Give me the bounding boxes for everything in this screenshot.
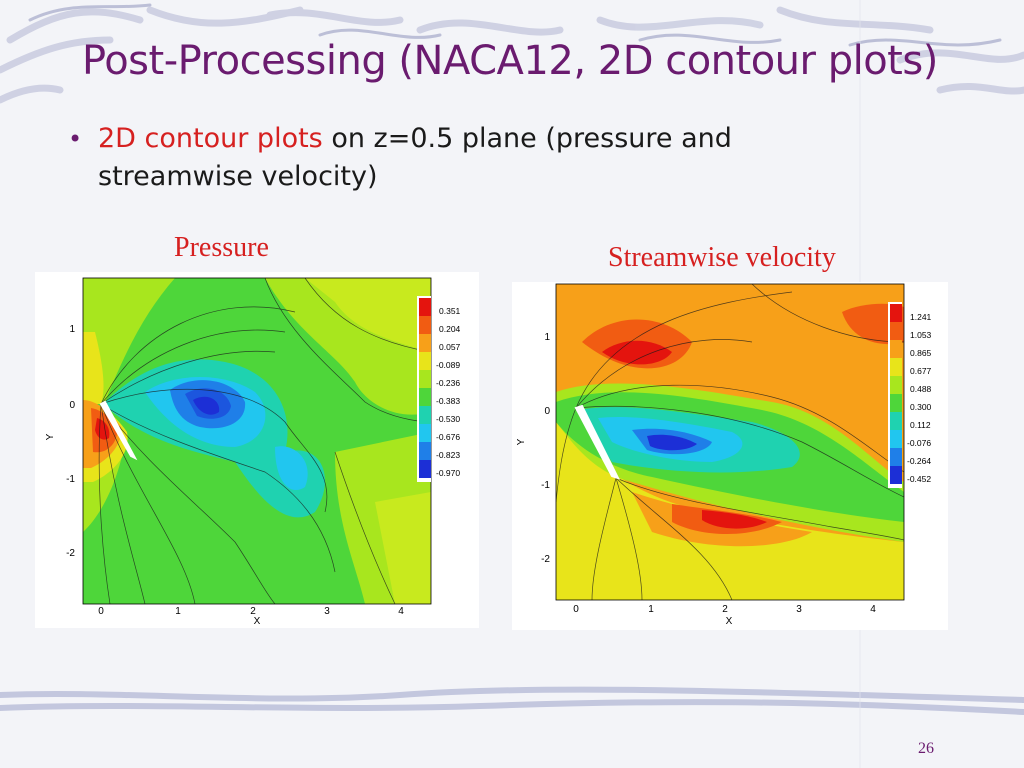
legend-value: 0.057 (439, 342, 461, 352)
x-tick: 2 (722, 604, 728, 615)
legend-value: 0.204 (439, 324, 461, 334)
legend-value: -0.970 (436, 468, 460, 478)
x-tick: 1 (175, 606, 181, 617)
legend-value: 0.351 (439, 306, 461, 316)
pressure-contour-plot: 0 1 2 3 4 X 1 0 -1 -2 Y 0.351 (35, 272, 479, 628)
legend-value: 0.865 (910, 348, 932, 358)
y-axis-label: Y (45, 433, 56, 440)
legend-value: 0.300 (910, 402, 932, 412)
slide-number: 26 (918, 740, 934, 757)
bullet-text: 2D contour plots on z=0.5 plane (pressur… (98, 120, 828, 196)
legend-value: -0.530 (436, 414, 460, 424)
x-tick: 2 (250, 606, 256, 617)
y-tick: -1 (541, 480, 550, 491)
bullet-highlight: 2D contour plots (98, 123, 323, 154)
y-tick: 0 (69, 400, 75, 411)
x-tick: 3 (324, 606, 330, 617)
legend-value: -0.676 (436, 432, 460, 442)
legend-value: -0.823 (436, 450, 460, 460)
slide-title: Post-Processing (NACA12, 2D contour plot… (82, 38, 938, 84)
y-axis-label: Y (516, 438, 527, 445)
y-tick: 1 (544, 332, 550, 343)
legend-value: -0.383 (436, 396, 460, 406)
y-tick: 0 (544, 406, 550, 417)
streamwise-velocity-contour-plot: 0 1 2 3 4 X 1 0 -1 -2 Y 1.241 (512, 282, 948, 630)
velocity-contour-field (556, 284, 904, 600)
pressure-plot-label: Pressure (174, 232, 269, 263)
x-tick: 3 (796, 604, 802, 615)
x-tick: 0 (98, 606, 104, 617)
x-tick: 4 (870, 604, 876, 615)
x-axis-label: X (726, 616, 733, 627)
bullet-marker: • (68, 125, 83, 153)
pressure-axes: 0 1 2 3 4 X 1 0 -1 -2 Y (45, 324, 404, 627)
velocity-axes: 0 1 2 3 4 X 1 0 -1 -2 Y (516, 332, 876, 627)
legend-value: 1.241 (910, 312, 932, 322)
legend-value: -0.452 (907, 474, 931, 484)
y-tick: -2 (541, 554, 550, 565)
x-axis-label: X (254, 616, 261, 627)
legend-value: -0.089 (436, 360, 460, 370)
x-tick: 4 (398, 606, 404, 617)
velocity-plot-label: Streamwise velocity (608, 242, 836, 273)
legend-value: -0.076 (907, 438, 931, 448)
legend-value: -0.236 (436, 378, 460, 388)
velocity-legend: 1.241 1.053 0.865 0.677 0.488 0.300 0.11… (888, 302, 932, 488)
pressure-contour-field (83, 278, 431, 604)
y-tick: 1 (69, 324, 75, 335)
bullet-body: on z=0.5 plane (pressure and streamwise … (98, 123, 732, 192)
legend-value: 0.112 (910, 420, 931, 430)
y-tick: -1 (66, 474, 75, 485)
legend-value: -0.264 (907, 456, 931, 466)
legend-value: 1.053 (910, 330, 932, 340)
legend-value: 0.488 (910, 384, 932, 394)
legend-value: 0.677 (910, 366, 932, 376)
y-tick: -2 (66, 548, 75, 559)
pressure-legend: 0.351 0.204 0.057 -0.089 -0.236 -0.383 -… (417, 296, 461, 482)
x-tick: 1 (648, 604, 654, 615)
x-tick: 0 (573, 604, 579, 615)
